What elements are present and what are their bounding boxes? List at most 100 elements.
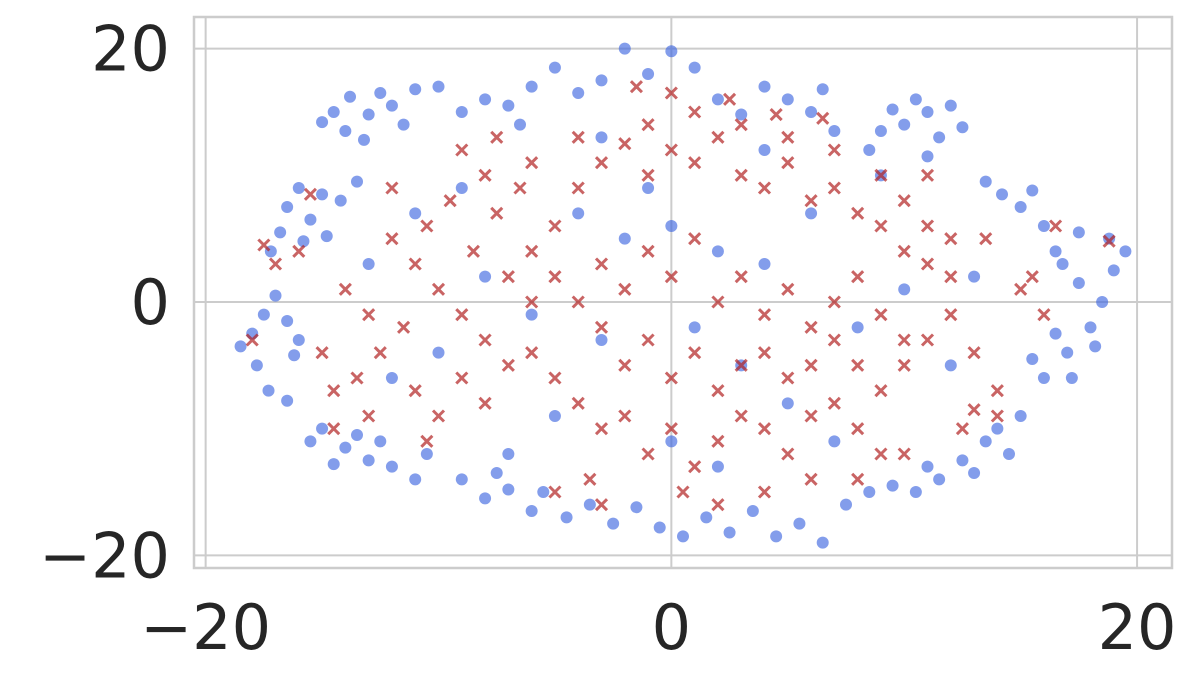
scatter-point-circle	[1107, 264, 1120, 277]
scatter-point-x	[734, 358, 748, 372]
scatter-point-x	[525, 156, 539, 170]
scatter-point-circle	[339, 125, 352, 137]
scatter-point-x	[641, 118, 655, 132]
scatter-point-circle	[502, 99, 515, 112]
scatter-point-circle	[711, 460, 724, 473]
scatter-point-circle	[572, 207, 585, 220]
scatter-point-x	[804, 472, 818, 486]
scatter-point-x	[827, 396, 841, 410]
scatter-point-circle	[758, 80, 771, 93]
scatter-point-x	[688, 156, 702, 170]
scatter-point-x	[664, 371, 678, 385]
scatter-point-circle	[711, 93, 724, 106]
scatter-point-x	[618, 409, 632, 423]
scatter-point-circle	[956, 121, 969, 134]
scatter-point-circle	[455, 182, 468, 194]
scatter-point-x	[781, 447, 795, 461]
scatter-point-x	[385, 181, 399, 195]
scatter-point-x	[1037, 308, 1051, 322]
scatter-point-x	[292, 244, 306, 258]
scatter-point-x	[769, 107, 783, 122]
scatter-point-x	[757, 485, 772, 499]
scatter-point-circle	[851, 321, 864, 334]
scatter-point-circle	[595, 131, 608, 144]
scatter-point-circle	[770, 530, 783, 543]
scatter-point-circle	[665, 45, 678, 58]
scatter-point-x	[827, 333, 841, 347]
scatter-point-circle	[374, 87, 387, 99]
scatter-point-circle	[944, 359, 957, 372]
scatter-point-circle	[1061, 346, 1074, 359]
scatter-point-x	[420, 434, 434, 448]
scatter-point-x	[618, 282, 632, 296]
scatter-point-x	[338, 282, 352, 296]
scatter-point-x	[501, 270, 515, 284]
scatter-point-x	[618, 358, 632, 372]
scatter-point-circle	[281, 394, 294, 407]
scatter-point-circle	[1103, 232, 1116, 245]
scatter-point-x	[408, 384, 422, 398]
scatter-point-x	[245, 333, 259, 347]
scatter-point-x	[897, 358, 911, 372]
scatter-point-x	[990, 409, 1004, 423]
scatter-point-circle	[362, 258, 375, 270]
scatter-point-circle	[828, 125, 841, 137]
scatter-point-x	[478, 396, 492, 410]
scatter-point-x	[594, 320, 609, 334]
scatter-point-circle	[351, 175, 363, 188]
y-tick-label: −20	[39, 519, 170, 592]
scatter-point-circle	[432, 346, 445, 359]
scatter-point-x	[967, 346, 981, 360]
scatter-point-x	[851, 472, 865, 486]
scatter-point-circle	[758, 144, 771, 156]
scatter-point-circle	[1037, 220, 1050, 232]
scatter-point-circle	[863, 144, 876, 156]
scatter-point-circle	[432, 80, 445, 93]
scatter-point-circle	[525, 505, 538, 517]
scatter-point-x	[897, 333, 911, 347]
scatter-point-circle	[479, 492, 492, 505]
scatter-point-x	[1049, 219, 1063, 233]
scatter-point-x	[757, 308, 772, 322]
scatter-point-circle	[642, 182, 655, 194]
scatter-point-x	[874, 168, 888, 182]
scatter-point-circle	[583, 498, 596, 511]
scatter-point-circle	[898, 283, 911, 296]
scatter-point-circle	[339, 441, 352, 454]
scatter-point-circle	[455, 106, 468, 118]
scatter-point-x	[408, 257, 422, 271]
y-tick-label: 0	[131, 266, 170, 339]
scatter-point-circle	[1072, 226, 1085, 239]
scatter-point-circle	[909, 93, 922, 106]
scatter-point-x	[583, 472, 597, 486]
scatter-point-x	[350, 371, 364, 385]
scatter-point-circle	[1056, 258, 1069, 270]
scatter-point-circle	[327, 106, 340, 118]
points-layer	[234, 42, 1132, 549]
scatter-point-x	[373, 346, 387, 360]
scatter-point-x	[315, 346, 329, 360]
scatter-point-x	[548, 371, 562, 385]
scatter-point-circle	[548, 61, 561, 74]
scatter-point-x	[431, 409, 446, 423]
scatter-point-circle	[758, 258, 771, 270]
scatter-point-x	[757, 422, 772, 436]
scatter-point-circle	[1096, 296, 1109, 308]
grid-layer	[194, 17, 1172, 568]
scatter-point-x	[781, 156, 795, 170]
scatter-point-circle	[874, 125, 887, 137]
scatter-point-circle	[1014, 410, 1027, 422]
scatter-point-x	[571, 396, 585, 410]
scatter-point-x	[268, 257, 283, 271]
scatter-point-circle	[1003, 448, 1015, 460]
scatter-point-x	[676, 485, 690, 499]
scatter-point-circle	[297, 235, 310, 248]
scatter-point-circle	[502, 483, 515, 496]
scatter-point-x	[967, 403, 981, 417]
scatter-point-x	[734, 270, 748, 284]
scatter-point-x	[641, 168, 655, 182]
scatter-point-circle	[996, 188, 1009, 201]
scatter-point-x	[920, 219, 935, 233]
scatter-point-x	[827, 295, 841, 309]
scatter-point-x	[979, 232, 993, 246]
